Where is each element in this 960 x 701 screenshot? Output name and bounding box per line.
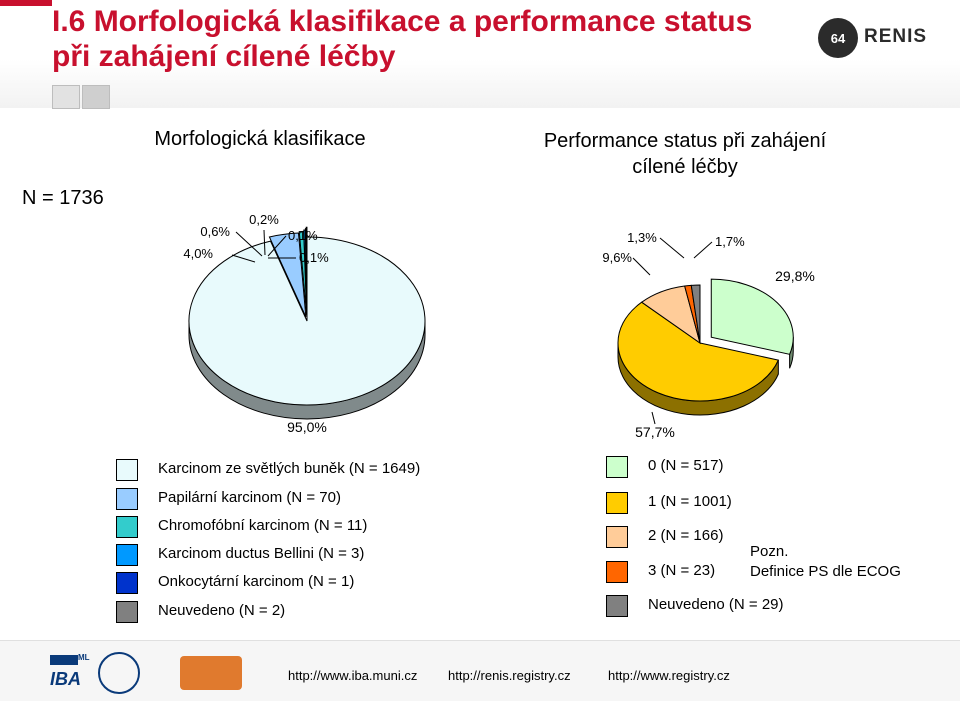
legend-swatch [116, 516, 138, 538]
pie-percent-label: 9,6% [602, 250, 632, 265]
legend-label: Karcinom ze světlých buněk (N = 1649) [158, 460, 421, 477]
legend-label: 1 (N = 1001) [648, 493, 732, 510]
pie-leader-line [693, 241, 713, 259]
pie-percent-label: 0,2% [249, 212, 279, 227]
chart-title-performance-line1: Performance status při zahájení [543, 130, 827, 152]
pie-leader-line [632, 257, 651, 276]
iba-logo: ML IBA [50, 653, 90, 695]
pie-leader-line [235, 231, 263, 257]
page-title: I.6 Morfologická klasifikace a performan… [52, 4, 752, 74]
pie-percent-label: 0,1% [288, 228, 318, 243]
renis-name: RENIS [864, 26, 928, 47]
page-title-line2: při zahájení cílené léčby [52, 40, 396, 73]
iba-logo-stripe [50, 655, 78, 665]
legend-swatch [116, 488, 138, 510]
pie-leader-line [267, 235, 287, 257]
pie-percent-label: 0,6% [200, 224, 230, 239]
page-title-line1: I.6 Morfologická klasifikace a performan… [52, 5, 753, 38]
renis-logo: 64 RENIS [818, 18, 926, 58]
legend-swatch [606, 492, 628, 514]
society-logo [180, 656, 242, 690]
pie-slice [268, 232, 307, 318]
pie-percent-label: 57,7% [635, 424, 675, 440]
legend-label: 2 (N = 166) [648, 527, 724, 544]
footer-link-iba[interactable]: http://www.iba.muni.cz [288, 668, 418, 683]
note-label: Pozn. [750, 543, 789, 560]
pie-leader-line [659, 237, 685, 259]
pie-leader-line [231, 254, 256, 263]
legend-swatch [116, 544, 138, 566]
title-bar [0, 0, 960, 108]
chart-title-performance-line2: cílené léčby [632, 156, 738, 178]
decor-square [52, 85, 80, 109]
pie-leader-line [651, 411, 656, 425]
footer-bar [0, 640, 960, 701]
pie-percent-label: 95,0% [287, 419, 327, 435]
pie-percent-label: 1,3% [627, 230, 657, 245]
pie-slice [690, 284, 701, 344]
pie-slice [710, 278, 794, 355]
n-total-label: N = 1736 [22, 187, 104, 209]
legend-swatch [116, 459, 138, 481]
pie-percent-label: 4,0% [183, 246, 213, 261]
footer-link-renis[interactable]: http://renis.registry.cz [448, 668, 571, 683]
pie-leader-line [263, 229, 266, 256]
iba-logo-text: IBA [50, 669, 81, 689]
legend-swatch [606, 561, 628, 583]
renis-badge: 64 [818, 18, 858, 58]
legend-label: 3 (N = 23) [648, 562, 716, 579]
muni-seal [98, 652, 140, 694]
legend-swatch [116, 572, 138, 594]
legend-label: Karcinom ductus Bellini (N = 3) [158, 545, 365, 562]
pie-slice [188, 236, 426, 406]
pie-charts: 95,0% 4,0% 0,6% 0,2% 0,1% 0,1% 29,8% 57,7% 9,6% 1… [183, 212, 815, 440]
footer-link-registry[interactable]: http://www.registry.cz [608, 668, 730, 683]
legend-swatch [116, 601, 138, 623]
legend-label: Chromofóbní karcinom (N = 11) [158, 517, 368, 534]
chart-title-morphology: Morfologická klasifikace [154, 128, 366, 150]
note-definition: Definice PS dle ECOG [750, 563, 901, 580]
legend-label: Neuvedeno (N = 2) [158, 602, 286, 619]
pie-slice [617, 301, 780, 402]
legend-label: 0 (N = 517) [648, 457, 724, 474]
legend-swatch [606, 595, 628, 617]
pie-percent-label: 0,1% [299, 250, 329, 265]
legend-swatch [606, 526, 628, 548]
iba-logo-ml: ML [78, 653, 90, 662]
pie-percent-label: 29,8% [775, 268, 815, 284]
pie-percent-label: 1,7% [715, 234, 745, 249]
legend-swatch [606, 456, 628, 478]
decor-square [82, 85, 110, 109]
legend-label: Neuvedeno (N = 29) [648, 596, 784, 613]
accent-bar [0, 0, 52, 6]
legend-label: Onkocytární karcinom (N = 1) [158, 573, 355, 590]
legend-label: Papilární karcinom (N = 70) [158, 489, 341, 506]
pie-slice [305, 226, 308, 312]
chart-title-performance: Performance status při zahájení cílené l… [485, 128, 885, 180]
